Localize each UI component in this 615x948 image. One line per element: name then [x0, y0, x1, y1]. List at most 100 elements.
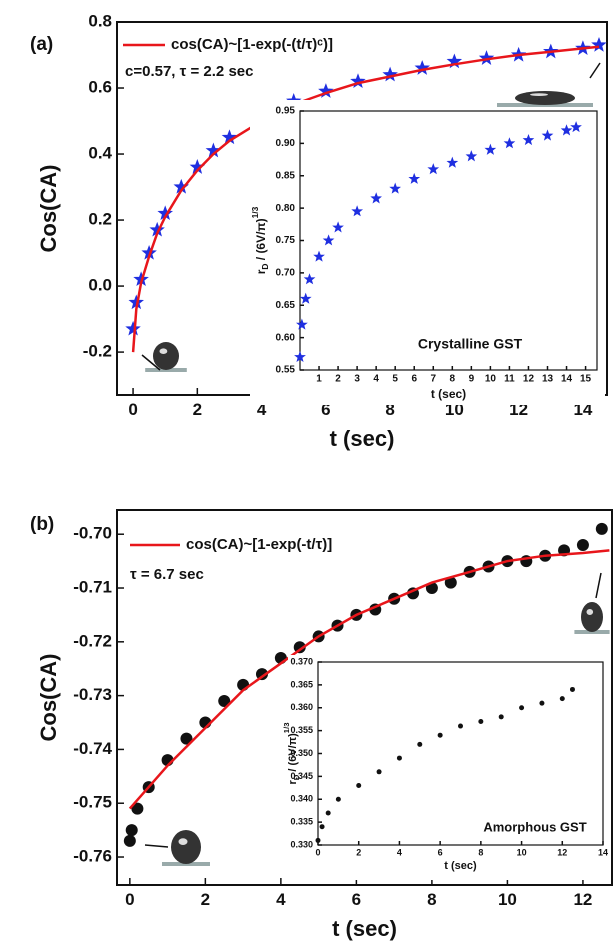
y-tick-label: 0.2	[88, 210, 112, 229]
data-point	[396, 755, 402, 761]
data-point	[382, 66, 398, 82]
x-tick-label: 10	[517, 847, 527, 857]
y-tick-label: 0.335	[290, 817, 313, 827]
data-point	[478, 718, 484, 724]
data-point	[313, 250, 325, 262]
arrow	[595, 572, 602, 599]
droplet-highlight	[530, 93, 548, 96]
fit-line	[128, 549, 610, 810]
y-label-main: r	[287, 779, 299, 784]
y-tick-label: -0.71	[73, 577, 112, 596]
droplet	[515, 91, 575, 105]
x-tick-label: 9	[469, 374, 475, 385]
data-point	[437, 732, 443, 738]
data-point	[294, 350, 306, 363]
y-label-rest: / (6V/π)	[287, 733, 299, 775]
y-tick-label: 0.370	[290, 656, 313, 666]
x-tick-label: 5	[392, 374, 398, 385]
x-axis-label: t (sec)	[332, 916, 397, 941]
data-point	[570, 121, 582, 133]
x-tick-label: 4	[397, 847, 402, 857]
y-tick-label: 0.70	[276, 268, 296, 279]
x-tick-label: 12	[573, 890, 592, 909]
y-label-sup: 1/3	[250, 206, 260, 218]
y-tick-label: 0.55	[276, 365, 296, 376]
x-tick-label: 6	[352, 890, 361, 909]
data-point	[255, 668, 268, 681]
y-axis-label: rD / (6V/π)1/3	[282, 723, 301, 785]
data-point	[427, 163, 440, 175]
panel-label: (a)	[30, 34, 53, 55]
data-point	[180, 732, 193, 745]
x-tick-label: 0	[128, 400, 137, 419]
arrow	[589, 62, 601, 79]
x-tick-label: 8	[385, 400, 394, 419]
x-tick-label: 8	[427, 890, 436, 909]
data-point	[303, 273, 316, 285]
y-label-sub: D	[292, 774, 301, 780]
y-axis-label: rD / (6V/π)1/3	[250, 206, 270, 274]
x-tick-label: 4	[257, 400, 267, 419]
x-tick-label: 3	[354, 374, 360, 385]
x-axis-label: t (sec)	[444, 860, 477, 872]
y-tick-label: 0.80	[276, 203, 296, 214]
data-point	[131, 802, 144, 815]
x-tick-label: 2	[335, 374, 341, 385]
y-axis-label: Cos(CA)	[36, 654, 61, 742]
y-tick-label: 0.350	[290, 748, 313, 758]
data-point	[541, 129, 554, 141]
data-point	[458, 723, 463, 729]
y-tick-label: 0.330	[290, 839, 313, 849]
data-point	[539, 700, 545, 706]
x-tick-label: 8	[478, 847, 483, 857]
y-tick-label: -0.76	[73, 847, 112, 866]
data-point	[478, 50, 495, 65]
x-tick-label: 0	[125, 890, 134, 909]
panel-label: (b)	[30, 514, 54, 535]
x-tick-label: 14	[561, 374, 573, 385]
data-point	[299, 292, 312, 304]
data-point	[315, 837, 321, 843]
data-point	[293, 641, 306, 654]
data-point	[595, 522, 608, 535]
x-tick-label: 12	[557, 847, 567, 857]
x-tick-label: 4	[373, 374, 379, 385]
y-tick-label: 0.365	[290, 679, 313, 689]
x-tick-label: 13	[542, 374, 554, 385]
y-tick-label: 0.0	[88, 276, 112, 295]
y-tick-label: 0.6	[88, 78, 112, 97]
data-point	[446, 156, 459, 168]
data-point	[332, 221, 344, 233]
y-axis-label: Cos(CA)	[36, 165, 61, 253]
droplet	[581, 602, 603, 632]
y-tick-label: -0.2	[83, 342, 112, 361]
data-point	[319, 824, 325, 830]
y-label-main: r	[254, 269, 268, 274]
data-point	[325, 810, 331, 816]
x-tick-label: 15	[580, 374, 592, 385]
data-point	[370, 192, 382, 204]
data-point	[125, 320, 141, 336]
data-point	[351, 205, 364, 217]
x-axis-label: t (sec)	[330, 426, 395, 451]
data-point	[295, 318, 308, 330]
inset-background	[288, 655, 608, 880]
x-tick-label: 2	[356, 847, 361, 857]
y-label-sup: 1/3	[282, 723, 291, 734]
legend-label: cos(CA)~[1-exp(-(t/τ)ᶜ)]	[171, 36, 333, 53]
plot-frame	[299, 110, 598, 371]
x-tick-label: 7	[430, 374, 436, 385]
data-point	[444, 576, 457, 589]
data-point	[484, 143, 497, 155]
y-tick-label: -0.73	[73, 685, 112, 704]
x-tick-label: 14	[598, 847, 608, 857]
x-tick-label: 12	[523, 374, 535, 385]
x-tick-label: 2	[201, 890, 210, 909]
y-tick-label: 0.95	[276, 106, 296, 117]
x-tick-label: 6	[438, 847, 443, 857]
plot-frame	[317, 661, 604, 846]
data-point	[560, 124, 573, 136]
y-tick-label: 0.4	[88, 144, 112, 163]
y-tick-label: 0.85	[276, 170, 296, 181]
